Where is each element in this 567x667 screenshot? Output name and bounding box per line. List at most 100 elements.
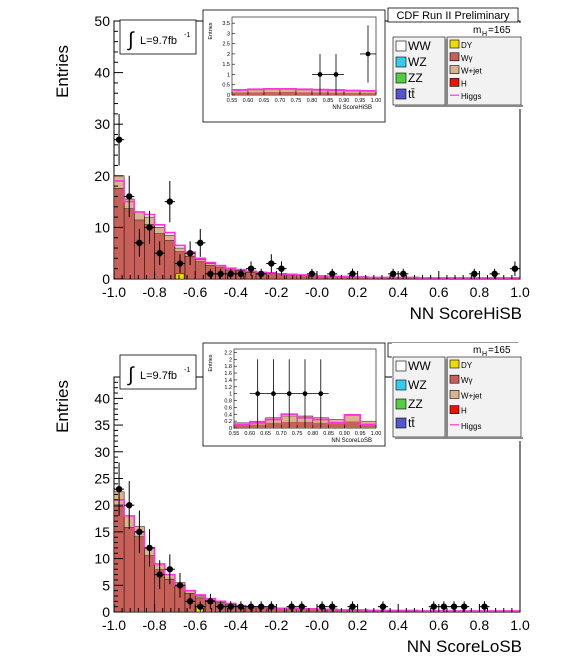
bar-wgamma: [296, 275, 308, 280]
data-point: [156, 250, 163, 257]
data-point: [227, 270, 234, 278]
data-point: [217, 603, 224, 610]
y-tick-label: 30: [94, 444, 110, 460]
x-tick-label: 0.4: [388, 617, 408, 633]
inset-bar-wgamma: [344, 92, 360, 95]
inset-y-tick-label: 2: [229, 357, 232, 363]
inset-x-tick-label: 0.90: [339, 431, 350, 437]
inset-data-point: [286, 391, 292, 397]
bar-wgamma: [113, 187, 125, 280]
y-tick-label: 15: [94, 524, 110, 540]
data-point: [491, 270, 498, 278]
inset-x-tick-label: 0.95: [355, 431, 366, 437]
data-point: [460, 603, 468, 610]
inset-y-tick-label: 1: [229, 392, 232, 398]
inset-x-tick-label: 0.95: [355, 98, 366, 104]
data-point: [166, 198, 174, 205]
data-point: [136, 239, 143, 247]
inset-x-tick-label: 0.85: [323, 431, 334, 437]
legend-entry: WZ: [408, 378, 427, 392]
y-axis-label: Entries: [53, 45, 72, 98]
legend-shadow: [445, 359, 448, 439]
inset-bar-wgamma: [328, 423, 345, 428]
legend-swatch: [395, 72, 407, 84]
data-point: [481, 603, 488, 610]
mass-value: =165: [488, 345, 511, 356]
title-box: [387, 7, 519, 23]
legend-entry: WZ: [408, 55, 427, 69]
legend-entry: DY: [461, 41, 473, 50]
inset-y-tick-label: 0.8: [224, 399, 232, 405]
x-tick-label: -0.4: [224, 617, 248, 633]
data-point: [400, 270, 407, 278]
y-tick-label: 40: [94, 390, 110, 406]
inset-x-tick-label: 0.65: [260, 431, 271, 437]
data-point: [126, 193, 133, 200]
legend-swatch: [449, 359, 460, 369]
y-tick-label: 5: [102, 577, 110, 593]
inset-x-tick-label: 0.75: [292, 431, 303, 437]
legend-swatch: [395, 417, 407, 429]
data-point: [440, 603, 448, 610]
legend-swatch: [449, 374, 460, 384]
x-tick-label: 0.4: [388, 284, 408, 300]
legend-swatch: [395, 379, 407, 391]
y-tick-label: 20: [94, 497, 110, 513]
x-tick-label: 0.8: [470, 284, 490, 300]
legend-entry: Wγ: [461, 376, 473, 385]
bar-wgamma: [276, 608, 287, 613]
data-point: [511, 265, 519, 272]
data-point: [268, 603, 275, 610]
inset-y-tick-label: 3: [227, 31, 230, 37]
inset-data-point: [333, 72, 339, 77]
data-point: [308, 270, 316, 278]
inset-y-tick-label: 0: [227, 93, 230, 99]
x-tick-label: 0.2: [348, 617, 368, 633]
data-point: [389, 270, 397, 278]
inset-x-tick-label: 0.90: [339, 98, 350, 104]
luminosity-label: L=9.7fb: [140, 370, 177, 382]
integral-symbol: ∫: [127, 29, 135, 51]
legend-entry: H: [461, 407, 467, 416]
data-point: [298, 603, 305, 610]
inset-x-tick-label: 0.65: [259, 98, 270, 104]
inset-y-tick-label: 1.2: [224, 385, 232, 391]
legend-entry: H: [461, 79, 467, 88]
x-tick-label: -0.2: [264, 617, 288, 633]
x-tick-label: -0.8: [143, 617, 167, 633]
chart-title: CDF Run II Preliminary: [396, 10, 510, 22]
inset-bar-wgamma: [248, 92, 264, 95]
inset-y-tick-label: 2.5: [222, 42, 230, 48]
bar-wgamma: [123, 527, 135, 613]
data-point: [349, 603, 356, 610]
mass-sub: H: [482, 351, 487, 358]
inset-y-tick-label: 0: [229, 426, 232, 432]
y-tick-label: 0: [102, 271, 110, 287]
y-tick-label: 35: [94, 417, 110, 433]
inset-y-label: Entries: [208, 354, 214, 371]
legend-swatch: [395, 40, 407, 52]
mass-label: m: [473, 25, 481, 36]
legend-swatch: [449, 65, 460, 74]
inset-x-tick-label: 0.80: [307, 98, 318, 104]
y-tick-label: 50: [94, 13, 110, 29]
data-point: [257, 270, 265, 278]
y-tick-label: 25: [94, 470, 110, 486]
legend-entry: Wγ: [461, 54, 473, 63]
data-point: [379, 603, 387, 610]
legend-shadow: [445, 39, 448, 107]
data-point: [197, 239, 204, 247]
legend-entry: W+jet: [461, 67, 482, 76]
data-point: [166, 566, 174, 573]
mass-label: m: [473, 345, 481, 356]
inset-y-tick-label: 1.4: [224, 378, 232, 384]
inset-bar-wgamma: [344, 421, 361, 428]
inset-bar-wgamma: [280, 91, 296, 95]
x-tick-label: 0.2: [348, 284, 368, 300]
data-point: [227, 603, 234, 610]
inset-x-tick-label: 0.60: [243, 98, 254, 104]
data-point: [176, 260, 184, 267]
luminosity-sup: -1: [184, 367, 190, 374]
